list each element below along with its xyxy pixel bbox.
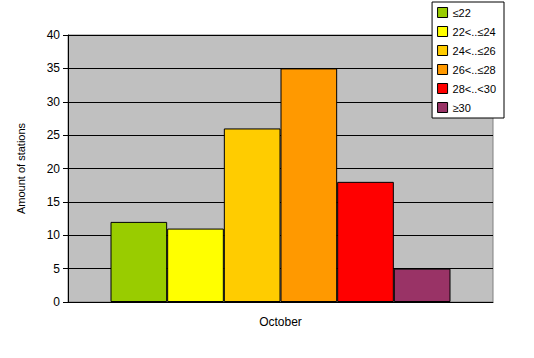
svg-text:≥30: ≥30 [453,102,471,114]
svg-text:26<..≤28: 26<..≤28 [453,64,496,76]
svg-text:40: 40 [47,28,61,42]
svg-text:10: 10 [47,228,61,242]
svg-text:15: 15 [47,195,61,209]
svg-text:28<..<30: 28<..<30 [453,83,496,95]
svg-text:20: 20 [47,162,61,176]
svg-text:22<..≤24: 22<..≤24 [453,26,496,38]
svg-text:35: 35 [47,61,61,75]
svg-text:5: 5 [53,262,60,276]
svg-text:October: October [259,315,302,329]
svg-text:24<..≤26: 24<..≤26 [453,45,496,57]
svg-text:Amount of stations: Amount of stations [15,122,27,214]
svg-text:0: 0 [53,295,60,309]
svg-text:30: 30 [47,95,61,109]
svg-text:≤22: ≤22 [453,7,471,19]
svg-text:25: 25 [47,128,61,142]
